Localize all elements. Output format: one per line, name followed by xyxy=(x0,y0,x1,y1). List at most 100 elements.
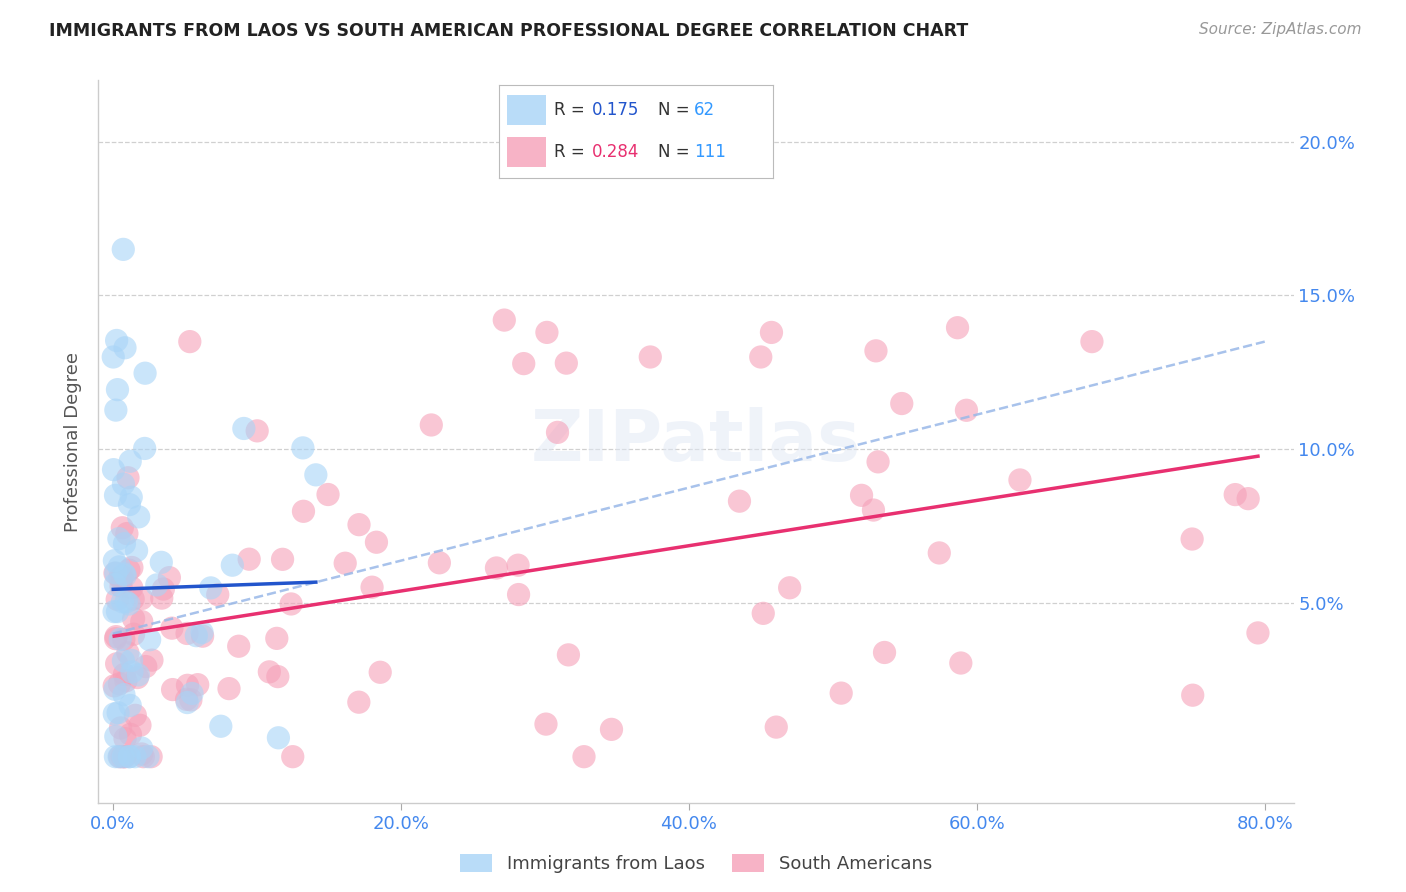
Point xyxy=(131,615,153,629)
Point xyxy=(108,571,131,585)
Point xyxy=(112,667,135,681)
Point xyxy=(761,326,783,340)
Point xyxy=(125,543,148,558)
Point xyxy=(366,535,388,549)
Point xyxy=(228,639,250,653)
Point xyxy=(127,671,149,685)
Text: 0.284: 0.284 xyxy=(592,144,640,161)
Point xyxy=(104,730,127,744)
Point xyxy=(103,679,125,693)
Point xyxy=(122,627,145,641)
Point xyxy=(187,678,209,692)
Point xyxy=(157,571,180,585)
Point xyxy=(238,552,260,566)
Y-axis label: Professional Degree: Professional Degree xyxy=(65,351,83,532)
Point xyxy=(104,566,127,581)
Point xyxy=(107,383,129,397)
Text: ZIPatlas: ZIPatlas xyxy=(531,407,860,476)
Point xyxy=(152,582,174,596)
Point xyxy=(124,708,146,723)
Point xyxy=(494,313,516,327)
Point xyxy=(335,556,357,570)
Point xyxy=(955,403,977,417)
Point xyxy=(485,561,508,575)
Point xyxy=(928,546,950,560)
Point xyxy=(191,629,214,643)
Point xyxy=(111,569,134,583)
Point xyxy=(347,695,370,709)
Point xyxy=(111,749,134,764)
Point xyxy=(221,558,243,573)
Point xyxy=(114,749,136,764)
Point xyxy=(536,326,558,340)
Point xyxy=(112,243,135,257)
Point xyxy=(112,688,135,702)
Point xyxy=(122,592,145,607)
Point xyxy=(176,696,198,710)
Point xyxy=(115,673,138,688)
Point xyxy=(1225,487,1247,501)
Point xyxy=(176,626,198,640)
Point xyxy=(232,421,254,435)
Point xyxy=(851,488,873,502)
Point xyxy=(873,645,896,659)
Point xyxy=(347,517,370,532)
Point xyxy=(121,581,143,595)
Point xyxy=(1237,491,1260,506)
Point xyxy=(105,592,128,607)
Point xyxy=(728,494,751,508)
Point xyxy=(890,396,912,410)
Point xyxy=(281,749,304,764)
Text: N =: N = xyxy=(658,101,695,119)
Point xyxy=(534,717,557,731)
Point xyxy=(134,442,156,456)
Text: N =: N = xyxy=(658,144,695,161)
Point xyxy=(506,558,529,573)
Point xyxy=(104,749,127,764)
Point xyxy=(111,595,134,609)
Point xyxy=(103,350,125,364)
Point xyxy=(117,471,139,485)
Point xyxy=(209,719,232,733)
Point xyxy=(114,537,136,551)
Point xyxy=(104,632,127,646)
Point xyxy=(141,653,163,667)
Point xyxy=(108,749,131,764)
Point xyxy=(114,568,136,582)
Point xyxy=(267,731,290,745)
Bar xyxy=(508,95,546,125)
Point xyxy=(181,686,204,700)
Point xyxy=(107,706,129,720)
Point xyxy=(1181,688,1204,702)
Text: IMMIGRANTS FROM LAOS VS SOUTH AMERICAN PROFESSIONAL DEGREE CORRELATION CHART: IMMIGRANTS FROM LAOS VS SOUTH AMERICAN P… xyxy=(49,22,969,40)
Point xyxy=(121,665,143,679)
Point xyxy=(114,341,136,355)
Point xyxy=(120,698,142,713)
Point xyxy=(132,749,155,764)
Point xyxy=(150,591,173,606)
Point xyxy=(946,320,969,334)
Point xyxy=(108,677,131,691)
Point xyxy=(112,477,135,491)
Point xyxy=(830,686,852,700)
Point xyxy=(131,591,153,606)
Point xyxy=(121,653,143,667)
Point xyxy=(749,350,772,364)
Point xyxy=(115,595,138,609)
Point xyxy=(292,504,315,518)
Text: R =: R = xyxy=(554,144,591,161)
Point xyxy=(118,749,141,764)
Point xyxy=(218,681,240,696)
Point xyxy=(114,731,136,746)
Point xyxy=(752,607,775,621)
Point xyxy=(120,454,142,468)
Point xyxy=(427,556,450,570)
Point xyxy=(131,741,153,756)
Point xyxy=(266,632,288,646)
Text: 0.175: 0.175 xyxy=(592,101,640,119)
Point xyxy=(110,579,132,593)
Point xyxy=(305,467,328,482)
Point xyxy=(117,646,139,660)
Point xyxy=(138,632,160,647)
Point xyxy=(112,654,135,668)
